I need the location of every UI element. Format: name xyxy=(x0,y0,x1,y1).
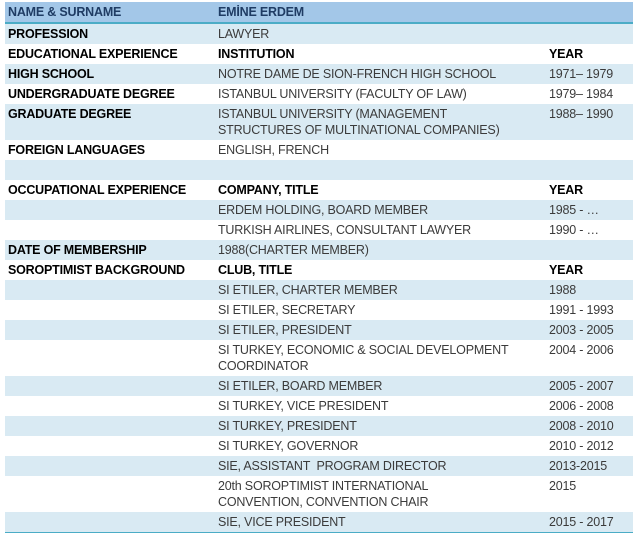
table-row xyxy=(5,160,633,180)
row-value-cell: ISTANBUL UNIVERSITY (FACULTY OF LAW) xyxy=(218,84,549,104)
row-value-cell: 20th SOROPTIMIST INTERNATIONAL CONVENTIO… xyxy=(218,476,549,512)
table-row: SI ETILER, SECRETARY 1991 - 1993 xyxy=(5,300,633,320)
table-row: NAME & SURNAME EMİNE ERDEM xyxy=(5,2,633,24)
row-label-cell xyxy=(5,200,218,220)
row-year-cell: 1971– 1979 xyxy=(549,64,633,84)
table-row: UNDERGRADUATE DEGREE ISTANBUL UNIVERSITY… xyxy=(5,84,633,104)
row-value-cell: SI TURKEY, PRESIDENT xyxy=(218,416,549,436)
table-row: EDUCATIONAL EXPERIENCE INSTITUTION YEAR xyxy=(5,44,633,64)
row-label-cell: GRADUATE DEGREE xyxy=(5,104,218,140)
row-value-cell: ISTANBUL UNIVERSITY (MANAGEMENT STRUCTUR… xyxy=(218,104,549,140)
row-year-cell: 2015 xyxy=(549,476,633,512)
row-value-cell: EMİNE ERDEM xyxy=(218,2,549,24)
table-row: GRADUATE DEGREE ISTANBUL UNIVERSITY (MAN… xyxy=(5,104,633,140)
row-year-cell: 2013-2015 xyxy=(549,456,633,476)
row-value-cell: NOTRE DAME DE SION-FRENCH HIGH SCHOOL xyxy=(218,64,549,84)
row-value-cell: CLUB, TITLE xyxy=(218,260,549,280)
row-label-cell: OCCUPATIONAL EXPERIENCE xyxy=(5,180,218,200)
row-value-cell: SI ETILER, BOARD MEMBER xyxy=(218,376,549,396)
table-row: SI ETILER, CHARTER MEMBER 1988 xyxy=(5,280,633,300)
row-value-cell: SI TURKEY, GOVERNOR xyxy=(218,436,549,456)
table-row: OCCUPATIONAL EXPERIENCE COMPANY, TITLE Y… xyxy=(5,180,633,200)
row-label-cell: NAME & SURNAME xyxy=(5,2,218,24)
row-label-cell xyxy=(5,160,218,180)
table-row: SI TURKEY, GOVERNOR 2010 - 2012 xyxy=(5,436,633,456)
row-label-cell xyxy=(5,416,218,436)
table-row: PROFESSION LAWYER xyxy=(5,23,633,44)
row-year-cell: YEAR xyxy=(549,260,633,280)
row-value-cell: ERDEM HOLDING, BOARD MEMBER xyxy=(218,200,549,220)
row-value-cell: SI TURKEY, VICE PRESIDENT xyxy=(218,396,549,416)
table-row: TURKISH AIRLINES, CONSULTANT LAWYER 1990… xyxy=(5,220,633,240)
row-year-cell: 1990 - … xyxy=(549,220,633,240)
row-year-cell: 1988 xyxy=(549,280,633,300)
table-row: 20th SOROPTIMIST INTERNATIONAL CONVENTIO… xyxy=(5,476,633,512)
table-row: SIE, ASSISTANT PROGRAM DIRECTOR 2013-201… xyxy=(5,456,633,476)
table-row: ERDEM HOLDING, BOARD MEMBER 1985 - … xyxy=(5,200,633,220)
row-label-cell: PROFESSION xyxy=(5,23,218,44)
table-row: SI TURKEY, VICE PRESIDENT 2006 - 2008 xyxy=(5,396,633,416)
row-label-cell: HIGH SCHOOL xyxy=(5,64,218,84)
row-value-cell xyxy=(218,160,549,180)
row-value-cell: SI ETILER, SECRETARY xyxy=(218,300,549,320)
row-year-cell xyxy=(549,160,633,180)
row-label-cell: DATE OF MEMBERSHIP xyxy=(5,240,218,260)
row-value-cell: SI ETILER, PRESIDENT xyxy=(218,320,549,340)
row-year-cell: 2008 - 2010 xyxy=(549,416,633,436)
row-label-cell xyxy=(5,396,218,416)
row-value-cell: SIE, ASSISTANT PROGRAM DIRECTOR xyxy=(218,456,549,476)
row-label-cell xyxy=(5,512,218,533)
row-year-cell xyxy=(549,2,633,24)
row-label-cell: FOREIGN LANGUAGES xyxy=(5,140,218,160)
row-label-cell xyxy=(5,220,218,240)
row-value-cell: 1988(CHARTER MEMBER) xyxy=(218,240,549,260)
row-year-cell: 1985 - … xyxy=(549,200,633,220)
table-row: HIGH SCHOOL NOTRE DAME DE SION-FRENCH HI… xyxy=(5,64,633,84)
row-year-cell xyxy=(549,23,633,44)
row-year-cell: 2003 - 2005 xyxy=(549,320,633,340)
row-value-cell: COMPANY, TITLE xyxy=(218,180,549,200)
row-label-cell xyxy=(5,476,218,512)
row-year-cell xyxy=(549,240,633,260)
row-label-cell xyxy=(5,300,218,320)
cv-table: NAME & SURNAME EMİNE ERDEM PROFESSION LA… xyxy=(5,2,633,533)
table-row: SI ETILER, BOARD MEMBER 2005 - 2007 xyxy=(5,376,633,396)
row-year-cell: YEAR xyxy=(549,180,633,200)
row-value-cell: INSTITUTION xyxy=(218,44,549,64)
row-label-cell: EDUCATIONAL EXPERIENCE xyxy=(5,44,218,64)
cv-table-body: NAME & SURNAME EMİNE ERDEM PROFESSION LA… xyxy=(5,2,633,533)
row-label-cell xyxy=(5,436,218,456)
row-year-cell: 2006 - 2008 xyxy=(549,396,633,416)
table-row: SIE, VICE PRESIDENT 2015 - 2017 xyxy=(5,512,633,533)
row-year-cell xyxy=(549,140,633,160)
row-year-cell: 2005 - 2007 xyxy=(549,376,633,396)
row-value-cell: SI ETILER, CHARTER MEMBER xyxy=(218,280,549,300)
row-year-cell: 2004 - 2006 xyxy=(549,340,633,376)
row-label-cell xyxy=(5,456,218,476)
table-row: DATE OF MEMBERSHIP 1988(CHARTER MEMBER) xyxy=(5,240,633,260)
row-label-cell xyxy=(5,280,218,300)
table-row: FOREIGN LANGUAGES ENGLISH, FRENCH xyxy=(5,140,633,160)
table-row: SOROPTIMIST BACKGROUND CLUB, TITLE YEAR xyxy=(5,260,633,280)
row-year-cell: 1991 - 1993 xyxy=(549,300,633,320)
table-row: SI TURKEY, ECONOMIC & SOCIAL DEVELOPMENT… xyxy=(5,340,633,376)
row-label-cell xyxy=(5,376,218,396)
row-label-cell: UNDERGRADUATE DEGREE xyxy=(5,84,218,104)
row-value-cell: TURKISH AIRLINES, CONSULTANT LAWYER xyxy=(218,220,549,240)
row-label-cell xyxy=(5,320,218,340)
row-value-cell: LAWYER xyxy=(218,23,549,44)
row-value-cell: ENGLISH, FRENCH xyxy=(218,140,549,160)
row-label-cell xyxy=(5,340,218,376)
table-row: SI TURKEY, PRESIDENT 2008 - 2010 xyxy=(5,416,633,436)
table-row: SI ETILER, PRESIDENT 2003 - 2005 xyxy=(5,320,633,340)
row-value-cell: SIE, VICE PRESIDENT xyxy=(218,512,549,533)
row-year-cell: 2010 - 2012 xyxy=(549,436,633,456)
row-year-cell: 1988– 1990 xyxy=(549,104,633,140)
row-value-cell: SI TURKEY, ECONOMIC & SOCIAL DEVELOPMENT… xyxy=(218,340,549,376)
row-year-cell: 2015 - 2017 xyxy=(549,512,633,533)
row-year-cell: 1979– 1984 xyxy=(549,84,633,104)
row-label-cell: SOROPTIMIST BACKGROUND xyxy=(5,260,218,280)
row-year-cell: YEAR xyxy=(549,44,633,64)
